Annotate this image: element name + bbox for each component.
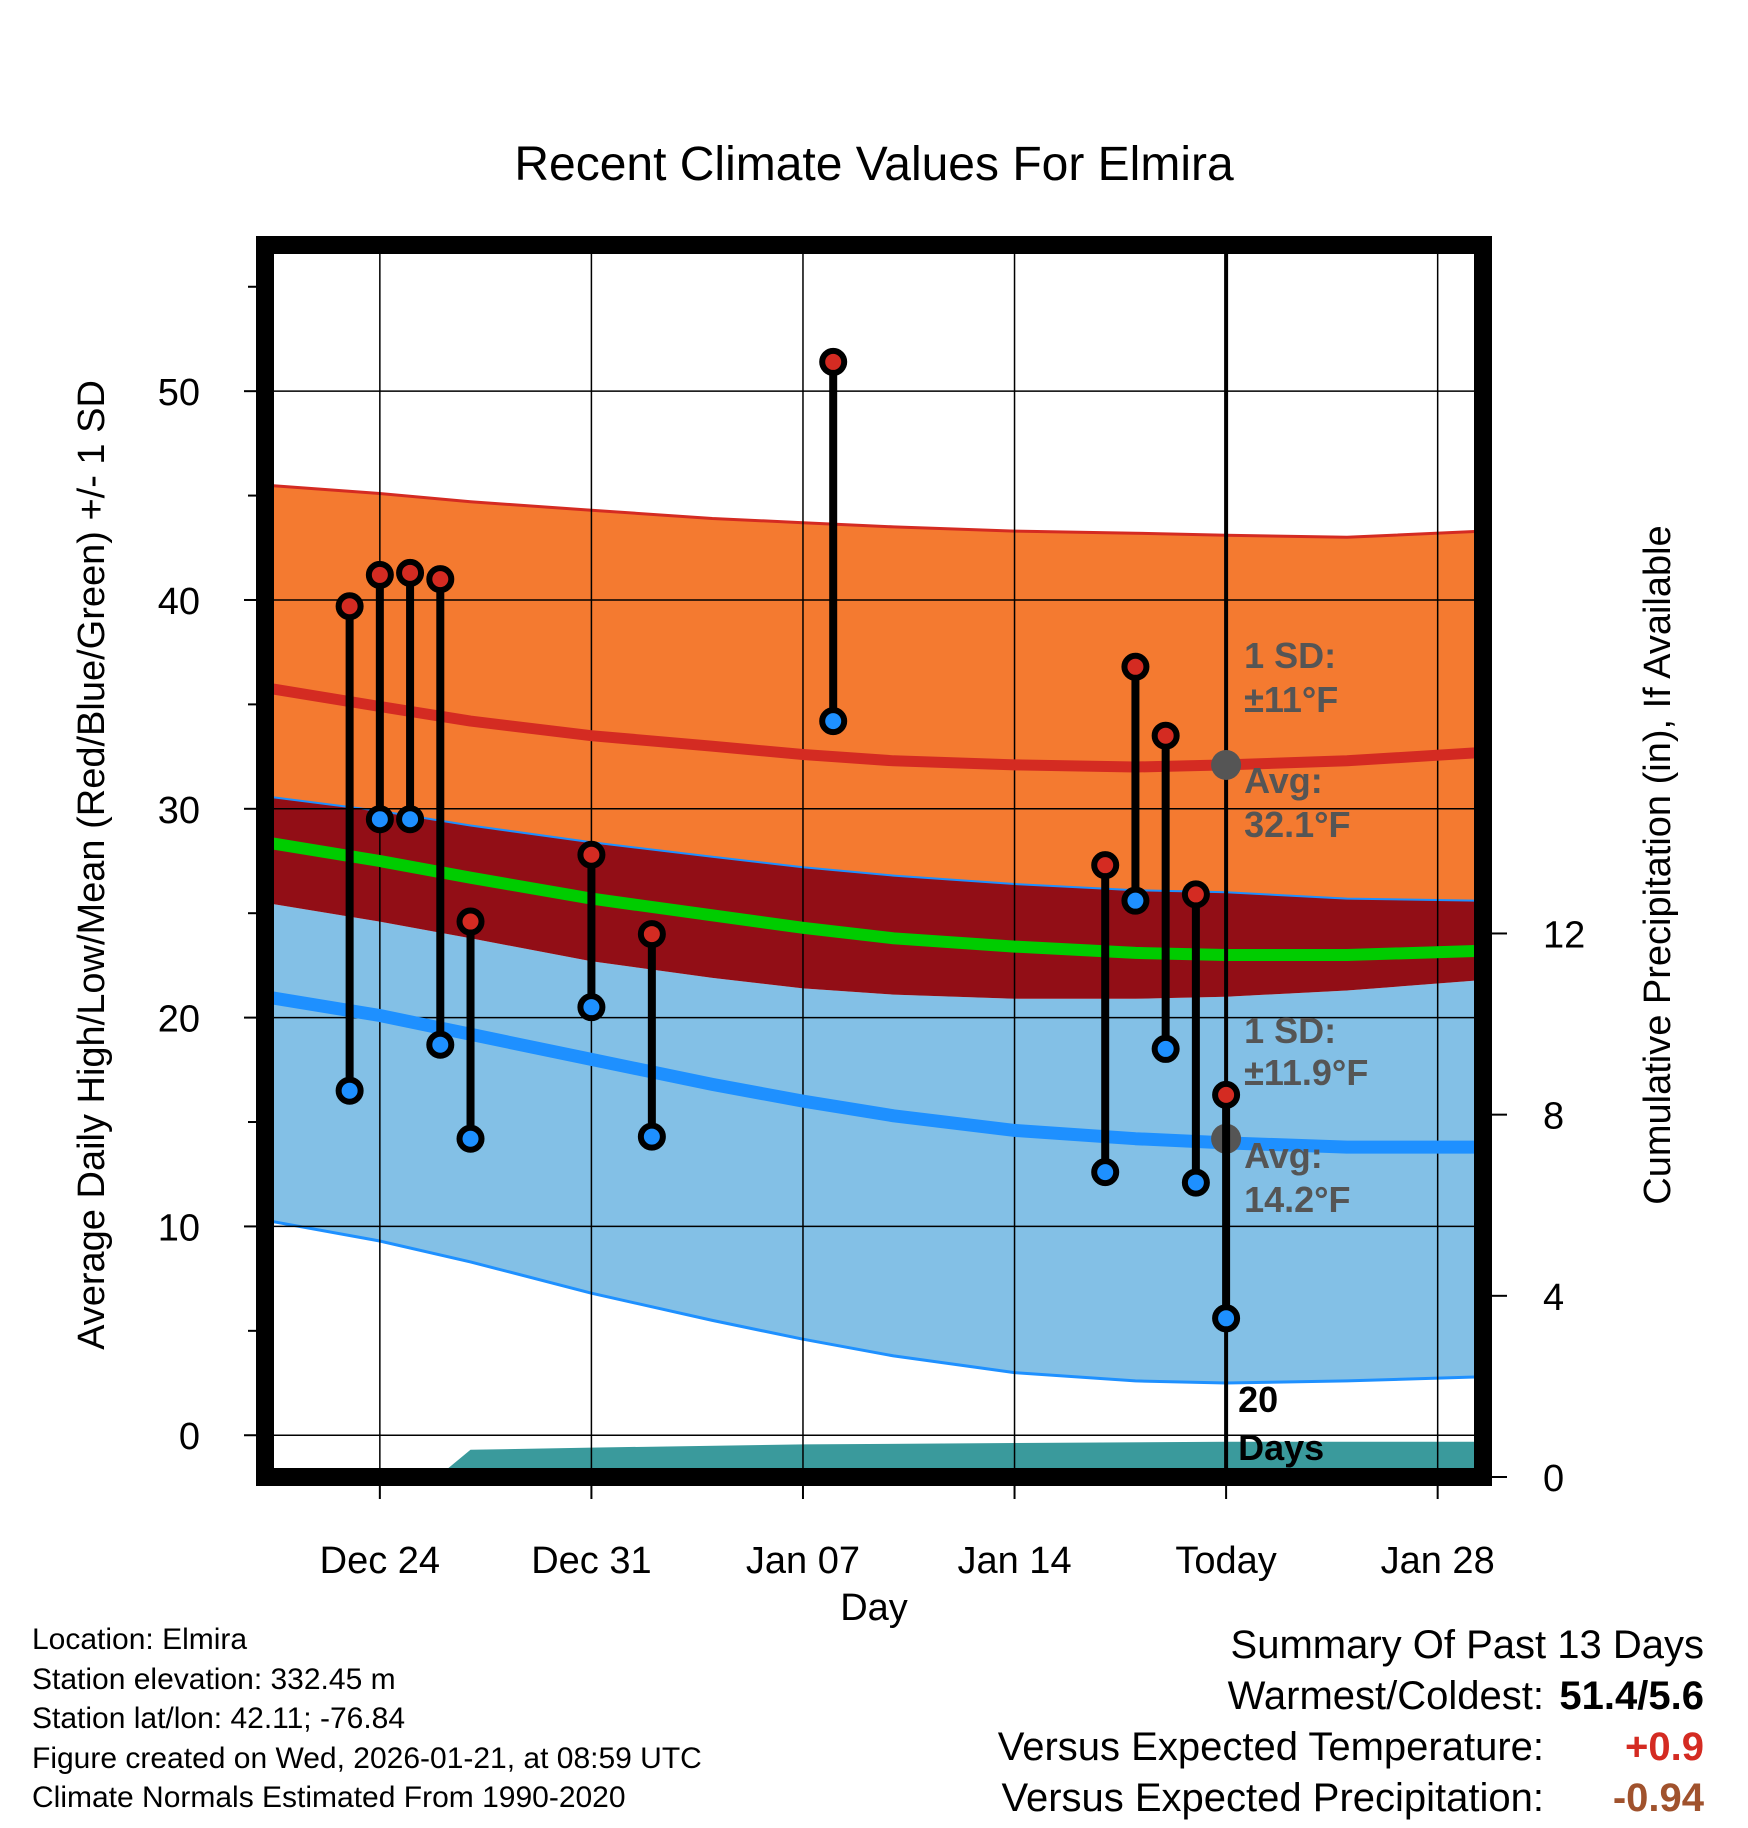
obs-low-dot	[819, 707, 848, 736]
obs-high-dot	[819, 347, 848, 376]
y-tick-label: 30	[158, 790, 200, 832]
temp-label: Versus Expected Temperature:	[997, 1725, 1544, 1769]
today-days-count: 20	[1238, 1379, 1278, 1420]
x-tick-label: Dec 31	[531, 1540, 651, 1582]
obs-low-dot	[1091, 1158, 1120, 1187]
obs-low-dot	[396, 805, 425, 834]
obs-high-dot	[335, 592, 364, 621]
normal-high-line	[264, 682, 1484, 773]
x-tick-label: Today	[1175, 1540, 1276, 1582]
x-tick-label: Dec 24	[320, 1540, 440, 1582]
obs-high-dot	[1151, 721, 1180, 750]
obs-low-dot	[335, 1076, 364, 1105]
y-tick-label: 20	[158, 999, 200, 1041]
obs-high-dot	[577, 840, 606, 869]
obs-high-dot	[456, 907, 485, 936]
high-avg-marker	[1211, 749, 1242, 780]
created-text: Figure created on Wed, 2026-01-21, at 08…	[32, 1741, 702, 1775]
summary-temp: Versus Expected Temperature: +0.9	[998, 1722, 1704, 1773]
plot-frame	[256, 236, 1492, 1486]
low-avg-label: Avg:	[1244, 1135, 1323, 1176]
obs-low-dot	[577, 993, 606, 1022]
y-tick-label: 10	[158, 1207, 200, 1249]
precip-label: Versus Expected Precipitation:	[1001, 1776, 1544, 1820]
warm-cold-value: 51.4/5.6	[1559, 1674, 1704, 1718]
y2-tick-label: 12	[1543, 914, 1585, 956]
obs-high-dot	[1091, 851, 1120, 880]
x-tick-label: Jan 14	[957, 1540, 1071, 1582]
high-sd-value: ±11°F	[1244, 679, 1338, 720]
x-tick-label: Jan 07	[746, 1540, 860, 1582]
low-sd-label: 1 SD:	[1244, 1010, 1336, 1051]
obs-high-dot	[426, 565, 455, 594]
obs-low-dot	[1181, 1168, 1210, 1197]
high-avg-label: Avg:	[1244, 760, 1323, 801]
y2-tick-label: 8	[1543, 1096, 1564, 1138]
normal-mean-line	[264, 836, 1484, 961]
obs-high-dot	[396, 558, 425, 587]
low-sd-value: ±11.9°F	[1244, 1052, 1368, 1093]
y-tick-label: 0	[179, 1416, 200, 1458]
summary-heading: Summary Of Past 13 Days	[1230, 1623, 1704, 1667]
station-info: Location: Elmira Station elevation: 332.…	[32, 1620, 702, 1818]
y-tick-label: 40	[158, 581, 200, 623]
obs-high-dot	[1181, 880, 1210, 909]
obs-high-dot	[1121, 652, 1150, 681]
obs-low-dot	[637, 1122, 666, 1151]
temp-value: +0.9	[1625, 1725, 1704, 1769]
location-text: Location: Elmira	[32, 1623, 248, 1656]
high-upper-line	[264, 483, 1484, 539]
obs-low-dot	[1212, 1304, 1241, 1333]
high-sd-label: 1 SD:	[1244, 635, 1336, 676]
chart-title: Recent Climate Values For Elmira	[514, 138, 1234, 191]
obs-low-dot	[1121, 886, 1150, 915]
summary-warm-cold: Warmest/Coldest: 51.4/5.6	[998, 1671, 1704, 1722]
high-sd-band	[265, 485, 1483, 901]
warm-cold-label: Warmest/Coldest:	[1227, 1674, 1544, 1718]
low-avg-value: 14.2°F	[1244, 1179, 1350, 1220]
obs-low-dot	[426, 1030, 455, 1059]
obs-high-dot	[365, 560, 394, 589]
obs-low-dot	[1151, 1034, 1180, 1063]
summary-panel: Summary Of Past 13 Days Warmest/Coldest:…	[998, 1620, 1704, 1824]
normal-low-line	[263, 990, 1483, 1154]
low-lower-line	[264, 1218, 1484, 1385]
latlon-text: Station lat/lon: 42.11; -76.84	[32, 1702, 406, 1735]
today-days-label: Days	[1238, 1427, 1324, 1468]
elevation-text: Station elevation: 332.45 m	[32, 1662, 396, 1696]
obs-low-dot	[365, 805, 394, 834]
y2-tick-label: 4	[1543, 1277, 1564, 1319]
x-tick-label: Jan 28	[1381, 1540, 1495, 1582]
precip-value: -0.94	[1612, 1776, 1704, 1820]
summary-precip: Versus Expected Precipitation: -0.94	[998, 1773, 1704, 1824]
normals-text: Climate Normals Estimated From 1990-2020	[32, 1781, 626, 1814]
y-axis-label: Average Daily High/Low/Mean (Red/Blue/Gr…	[71, 380, 113, 1350]
high-lower-line	[264, 795, 1484, 902]
y-tick-label: 50	[158, 372, 200, 414]
obs-high-dot	[637, 920, 666, 949]
obs-high-dot	[1212, 1080, 1241, 1109]
low-sd-band	[265, 902, 1483, 1383]
high-avg-value: 32.1°F	[1244, 804, 1350, 845]
obs-low-dot	[456, 1124, 485, 1153]
y2-axis-label: Cumulative Precipitation (in), If Availa…	[1637, 525, 1679, 1204]
y2-tick-label: 0	[1543, 1458, 1564, 1500]
x-axis-label: Day	[840, 1587, 908, 1629]
